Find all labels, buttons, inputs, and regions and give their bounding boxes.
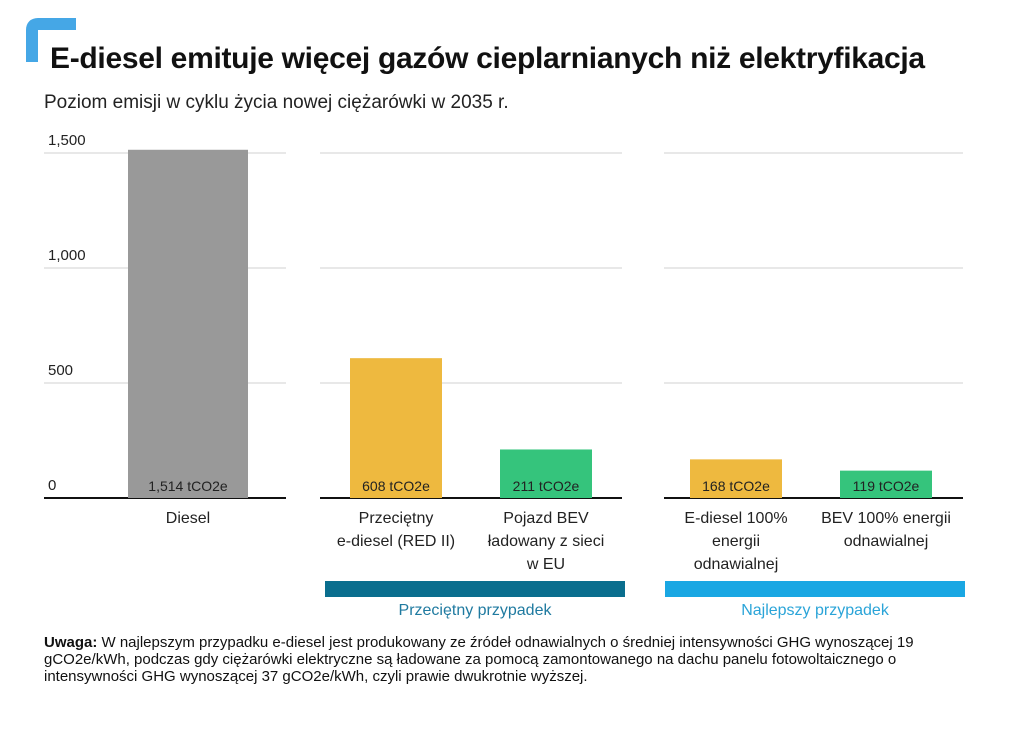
data-label: 1,514 tCO2e [148,478,228,494]
category-label: odnawialnej [844,533,929,550]
category-label: Przeciętny [359,510,434,527]
chart-subtitle: Poziom emisji w cyklu życia nowej ciężar… [44,92,509,113]
category-label: ładowany z sieci [488,533,605,550]
group-band [665,581,965,597]
category-label: Diesel [166,510,210,527]
category-label: odnawialnej [694,556,779,573]
footnote: Uwaga: W najlepszym przypadku e-diesel j… [44,634,974,685]
chart-title: E-diesel emituje więcej gazów cieplarnia… [50,42,925,75]
bar [840,470,932,498]
group-band [325,581,625,597]
footnote-label: Uwaga: [44,634,98,651]
data-label: 608 tCO2e [362,478,430,494]
category-label: E-diesel 100% [684,510,787,527]
group-bands: Przeciętny przypadek Najlepszy przypadek [325,581,965,619]
y-axis-ticks: 0 500 1,000 1,500 [48,132,86,494]
y-tick-label: 0 [48,477,56,494]
category-label: energii [712,533,760,550]
data-labels: 1,514 tCO2e 608 tCO2e 211 tCO2e 168 tCO2e 11… [148,478,919,494]
data-label: 168 tCO2e [702,478,770,494]
logo-corner-mark [26,18,76,62]
group-label: Przeciętny przypadek [399,602,553,619]
y-tick-label: 1,500 [48,132,86,149]
category-label: e-diesel (RED II) [337,533,455,550]
category-label: Pojazd BEV [503,510,589,527]
y-tick-label: 500 [48,362,73,379]
bars [128,149,932,498]
group-label: Najlepszy przypadek [741,602,890,619]
bar [350,358,442,498]
data-label: 119 tCO2e [853,478,920,494]
bar [690,459,782,498]
bar [500,449,592,498]
category-label: BEV 100% energii [821,510,951,527]
category-labels: Diesel Przeciętny e-diesel (RED II) Pojazd … [166,510,951,573]
data-label: 211 tCO2e [513,478,580,494]
y-tick-label: 1,000 [48,247,86,264]
category-label: w EU [526,556,565,573]
bar [128,149,248,498]
footnote-text: W najlepszym przypadku e-diesel jest pro… [44,634,914,685]
